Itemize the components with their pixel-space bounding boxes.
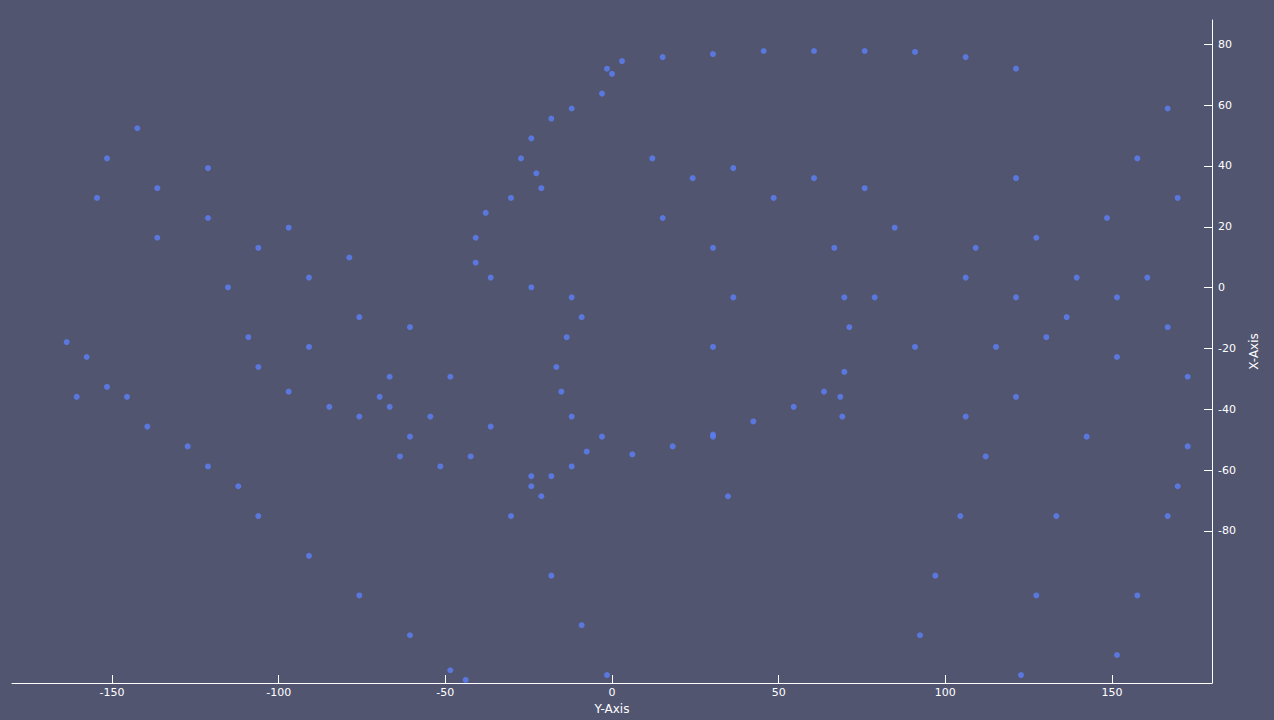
svg-text:-80: -80 — [1218, 524, 1236, 537]
svg-text:-50: -50 — [436, 686, 454, 699]
svg-text:40: 40 — [1218, 159, 1232, 172]
svg-text:50: 50 — [772, 686, 786, 699]
svg-text:-40: -40 — [1218, 403, 1236, 416]
svg-text:60: 60 — [1218, 99, 1232, 112]
svg-text:-60: -60 — [1218, 464, 1236, 477]
svg-text:20: 20 — [1218, 220, 1232, 233]
svg-text:150: 150 — [1102, 686, 1123, 699]
svg-text:-100: -100 — [266, 686, 291, 699]
svg-text:Y-Axis: Y-Axis — [594, 702, 630, 716]
svg-text:100: 100 — [935, 686, 956, 699]
svg-text:-150: -150 — [100, 686, 125, 699]
svg-text:X-Axis: X-Axis — [1247, 333, 1261, 370]
svg-text:-20: -20 — [1218, 342, 1236, 355]
svg-text:0: 0 — [609, 686, 616, 699]
svg-text:0: 0 — [1218, 281, 1225, 294]
svg-text:80: 80 — [1218, 38, 1232, 51]
